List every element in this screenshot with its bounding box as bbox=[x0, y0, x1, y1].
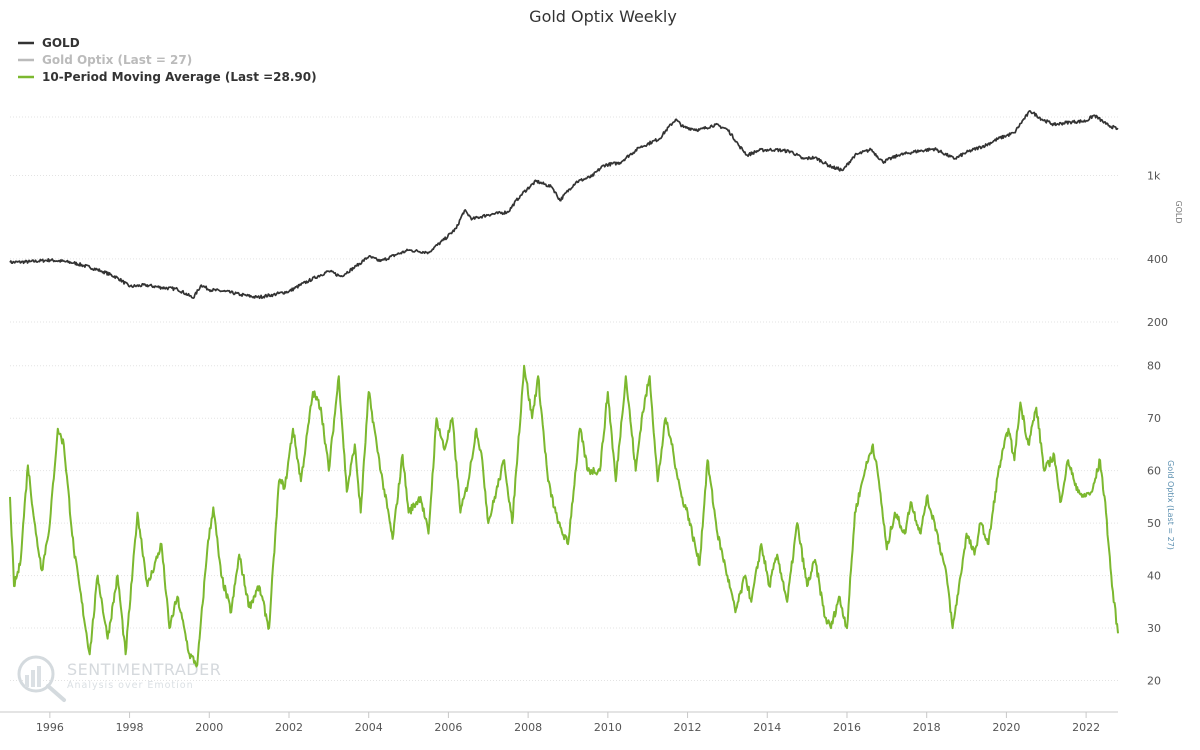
optix-y-tick-label: 50 bbox=[1147, 517, 1161, 530]
x-tick-label: 2004 bbox=[355, 721, 383, 734]
gold-y-tick-label: 1k bbox=[1147, 170, 1161, 183]
x-tick-label: 2010 bbox=[594, 721, 622, 734]
watermark-logo: SENTIMENTRADER Analysis over Emotion bbox=[17, 655, 221, 702]
optix-y-tick-label: 60 bbox=[1147, 465, 1161, 478]
x-tick-label: 2016 bbox=[833, 721, 861, 734]
optix-y-tick-label: 20 bbox=[1147, 675, 1161, 688]
legend-label: GOLD bbox=[42, 36, 80, 50]
watermark-tagline: Analysis over Emotion bbox=[67, 680, 194, 691]
x-tick-label: 1998 bbox=[116, 721, 144, 734]
optix-y-tick-label: 80 bbox=[1147, 360, 1161, 373]
x-tick-label: 2014 bbox=[753, 721, 781, 734]
x-tick-label: 2008 bbox=[514, 721, 542, 734]
grid-layer bbox=[10, 116, 1118, 682]
gold-y-tick-label: 200 bbox=[1147, 316, 1168, 329]
optix-y-axis: 20 30 40 50 60 70 80 Gold Optix (Last = 27) bbox=[1147, 360, 1175, 688]
chart-title: Gold Optix Weekly bbox=[529, 7, 677, 26]
x-axis: 1996 1998 2000 2002 2004 2006 2008 2010 2012 2014… bbox=[0, 711, 1118, 734]
legend-item-moving-average[interactable]: 10-Period Moving Average (Last =28.90) bbox=[18, 70, 317, 84]
legend-item-gold[interactable]: GOLD bbox=[18, 36, 80, 50]
gold-y-axis: 200 400 1k GOLD bbox=[1147, 170, 1183, 329]
series-layer bbox=[9, 110, 1119, 668]
x-tick-label: 2006 bbox=[434, 721, 462, 734]
optix-moving-average-line bbox=[9, 364, 1119, 668]
legend-label: Gold Optix (Last = 27) bbox=[42, 53, 192, 67]
x-tick-label: 2018 bbox=[913, 721, 941, 734]
x-tick-label: 2012 bbox=[674, 721, 702, 734]
optix-y-axis-title: Gold Optix (Last = 27) bbox=[1166, 460, 1175, 550]
gold-y-tick-label: 400 bbox=[1147, 253, 1168, 266]
optix-y-tick-label: 30 bbox=[1147, 622, 1161, 635]
x-tick-label: 2002 bbox=[275, 721, 303, 734]
gold-price-line bbox=[9, 110, 1119, 300]
x-tick-label: 1996 bbox=[36, 721, 64, 734]
optix-y-tick-label: 40 bbox=[1147, 570, 1161, 583]
legend-item-gold-optix[interactable]: Gold Optix (Last = 27) bbox=[18, 53, 192, 67]
legend[interactable]: GOLD Gold Optix (Last = 27) 10-Period Movi… bbox=[18, 36, 317, 84]
watermark-brand: SENTIMENTRADER bbox=[67, 660, 221, 679]
gold-y-axis-title: GOLD bbox=[1174, 200, 1183, 223]
optix-y-tick-label: 70 bbox=[1147, 412, 1161, 425]
x-tick-label: 2020 bbox=[992, 721, 1020, 734]
x-tick-label: 2000 bbox=[195, 721, 223, 734]
x-tick-label: 2022 bbox=[1072, 721, 1100, 734]
legend-label: 10-Period Moving Average (Last =28.90) bbox=[42, 70, 317, 84]
